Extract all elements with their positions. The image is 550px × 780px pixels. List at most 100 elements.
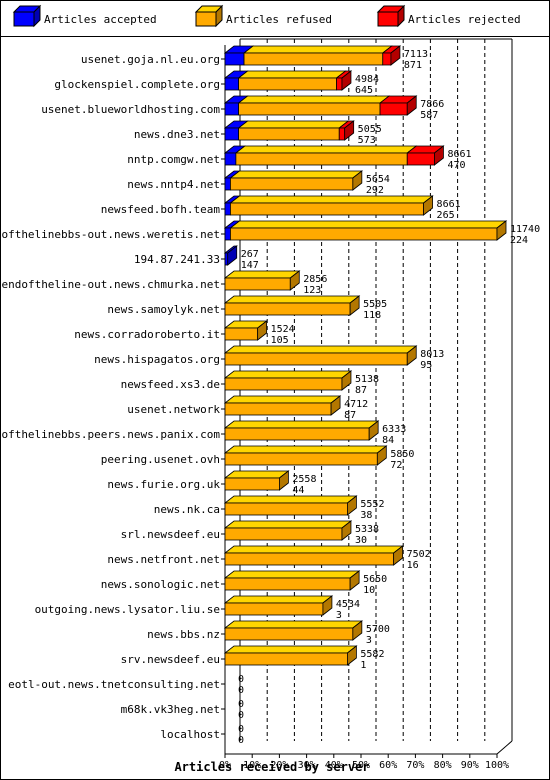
bar-value-bottom: 87 xyxy=(344,410,356,421)
server-label: newsfeed.xs3.de xyxy=(121,378,220,391)
server-label: srv.newsdeef.eu xyxy=(121,653,220,666)
bar-value-bottom: 871 xyxy=(404,60,422,71)
bar-value-bottom: 292 xyxy=(366,185,384,196)
bar-value-top: 5552 xyxy=(360,499,384,510)
bar-value-top: 8661 xyxy=(447,149,471,160)
bar-refused xyxy=(224,352,408,366)
bar-value-bottom: 84 xyxy=(382,435,394,446)
server-label: news.samoylyk.net xyxy=(107,303,220,316)
legend: Articles accepted Articles refused Article… xyxy=(12,4,521,28)
bar-value-top: 6333 xyxy=(382,424,406,435)
bar-value-bottom: 44 xyxy=(292,485,304,496)
bar-refused-side xyxy=(496,220,507,241)
bar-refused-side xyxy=(346,495,357,516)
bar-value-top: 8013 xyxy=(420,349,444,360)
server-label: news.nk.ca xyxy=(154,503,220,516)
x-tick-label: 20% xyxy=(270,760,288,771)
bar-refused xyxy=(224,452,378,466)
bar-rejected-side xyxy=(434,145,444,166)
bar-value-bottom: 147 xyxy=(241,260,259,271)
bar-accepted xyxy=(224,152,237,166)
bar-refused-top xyxy=(229,195,434,204)
legend-label: Articles accepted xyxy=(44,13,157,26)
bar-value-bottom: 265 xyxy=(437,210,455,221)
server-label: news.corradoroberto.it xyxy=(74,328,220,341)
server-label: newsfeed.bofh.team xyxy=(101,203,221,216)
server-label: usenet.blueworldhosting.com xyxy=(41,103,220,116)
bar-rejected-side xyxy=(344,120,355,141)
bar-refused-top xyxy=(237,120,350,129)
bar-refused xyxy=(243,52,384,66)
bar-accepted xyxy=(224,102,239,116)
bar-refused-side xyxy=(406,345,417,366)
bar-value-top: 7866 xyxy=(420,99,444,110)
bar-value-bottom: 38 xyxy=(360,510,372,521)
bar-value-bottom: 1 xyxy=(360,660,366,671)
bar-value-bottom: 105 xyxy=(271,335,289,346)
bar-value-top: 2558 xyxy=(292,474,316,485)
bar-accepted-side xyxy=(227,245,238,266)
bar-value-top: 2856 xyxy=(303,274,327,285)
bar-value-top: 8661 xyxy=(437,199,461,210)
bar-refused xyxy=(230,227,498,241)
bar-refused-top xyxy=(223,445,388,454)
bar-refused-top xyxy=(223,495,358,504)
bar-value-bottom: 3 xyxy=(336,610,342,621)
bar-rejected xyxy=(379,102,408,116)
bar-refused xyxy=(224,502,348,516)
bar-value-bottom: 3 xyxy=(366,635,372,646)
x-tick-label: 60% xyxy=(379,760,397,771)
bar-rejected-side xyxy=(341,70,352,91)
server-label: news.dne3.net xyxy=(134,128,220,141)
server-label: m68k.vk3heg.net xyxy=(121,703,220,716)
bar-refused xyxy=(224,427,370,441)
bar-value-top: 267 xyxy=(241,249,259,260)
bar-rejected-side xyxy=(390,45,401,66)
bar-accepted xyxy=(224,202,231,216)
bar-value-top: 11740 xyxy=(510,224,540,235)
bar-value-top: 5138 xyxy=(355,374,379,385)
bar-rejected xyxy=(338,127,346,141)
bar-refused xyxy=(235,152,408,166)
bar-value-top: 4712 xyxy=(344,399,368,410)
x-tick-label: 50% xyxy=(352,760,370,771)
bar-value-top: 5505 xyxy=(363,299,387,310)
bar-refused xyxy=(224,377,343,391)
bar-refused xyxy=(238,102,381,116)
bar-refused-top xyxy=(234,145,418,154)
bar-value-bottom: 123 xyxy=(303,285,321,296)
bar-refused xyxy=(224,327,259,341)
server-label: glockenspiel.complete.org xyxy=(54,78,220,91)
bar-refused-side xyxy=(352,170,363,191)
legend-label: Articles refused xyxy=(226,13,332,26)
bar-value-top: 5850 xyxy=(390,449,414,460)
bar-refused-top xyxy=(223,295,361,304)
x-tick-label: 0% xyxy=(219,760,231,771)
bar-refused-side xyxy=(346,645,357,666)
bar-refused-top xyxy=(237,95,391,104)
bar-value-bottom: 87 xyxy=(355,385,367,396)
bar-refused-side xyxy=(349,295,360,316)
bar-value-bottom: 30 xyxy=(355,535,367,546)
x-axis-depth xyxy=(496,740,513,755)
bar-refused-top xyxy=(223,345,418,354)
server-label: endoftheline-out.news.chmurka.net xyxy=(1,278,220,291)
bar-refused-top xyxy=(223,470,290,479)
x-tick-label: 90% xyxy=(461,760,479,771)
bar-refused-side xyxy=(322,595,333,616)
bar-rejected xyxy=(406,152,435,166)
bar-value-top: 4984 xyxy=(355,74,379,85)
bar-refused-top xyxy=(223,595,334,604)
bar-refused xyxy=(224,402,332,416)
server-label: srl.newsdeef.eu xyxy=(121,528,220,541)
server-label: outgoing.news.lysator.liu.se xyxy=(35,603,220,616)
bar-refused xyxy=(224,577,351,591)
bar-rejected xyxy=(336,77,343,91)
bar-refused-side xyxy=(352,620,363,641)
bar-value-bottom: 16 xyxy=(407,560,419,571)
legend-swatch xyxy=(13,11,35,27)
bar-value-bottom: 0 xyxy=(238,685,244,696)
bar-value-top: 0 xyxy=(238,699,244,710)
server-label: endofthelinebbs.peers.news.panix.com xyxy=(0,428,220,441)
